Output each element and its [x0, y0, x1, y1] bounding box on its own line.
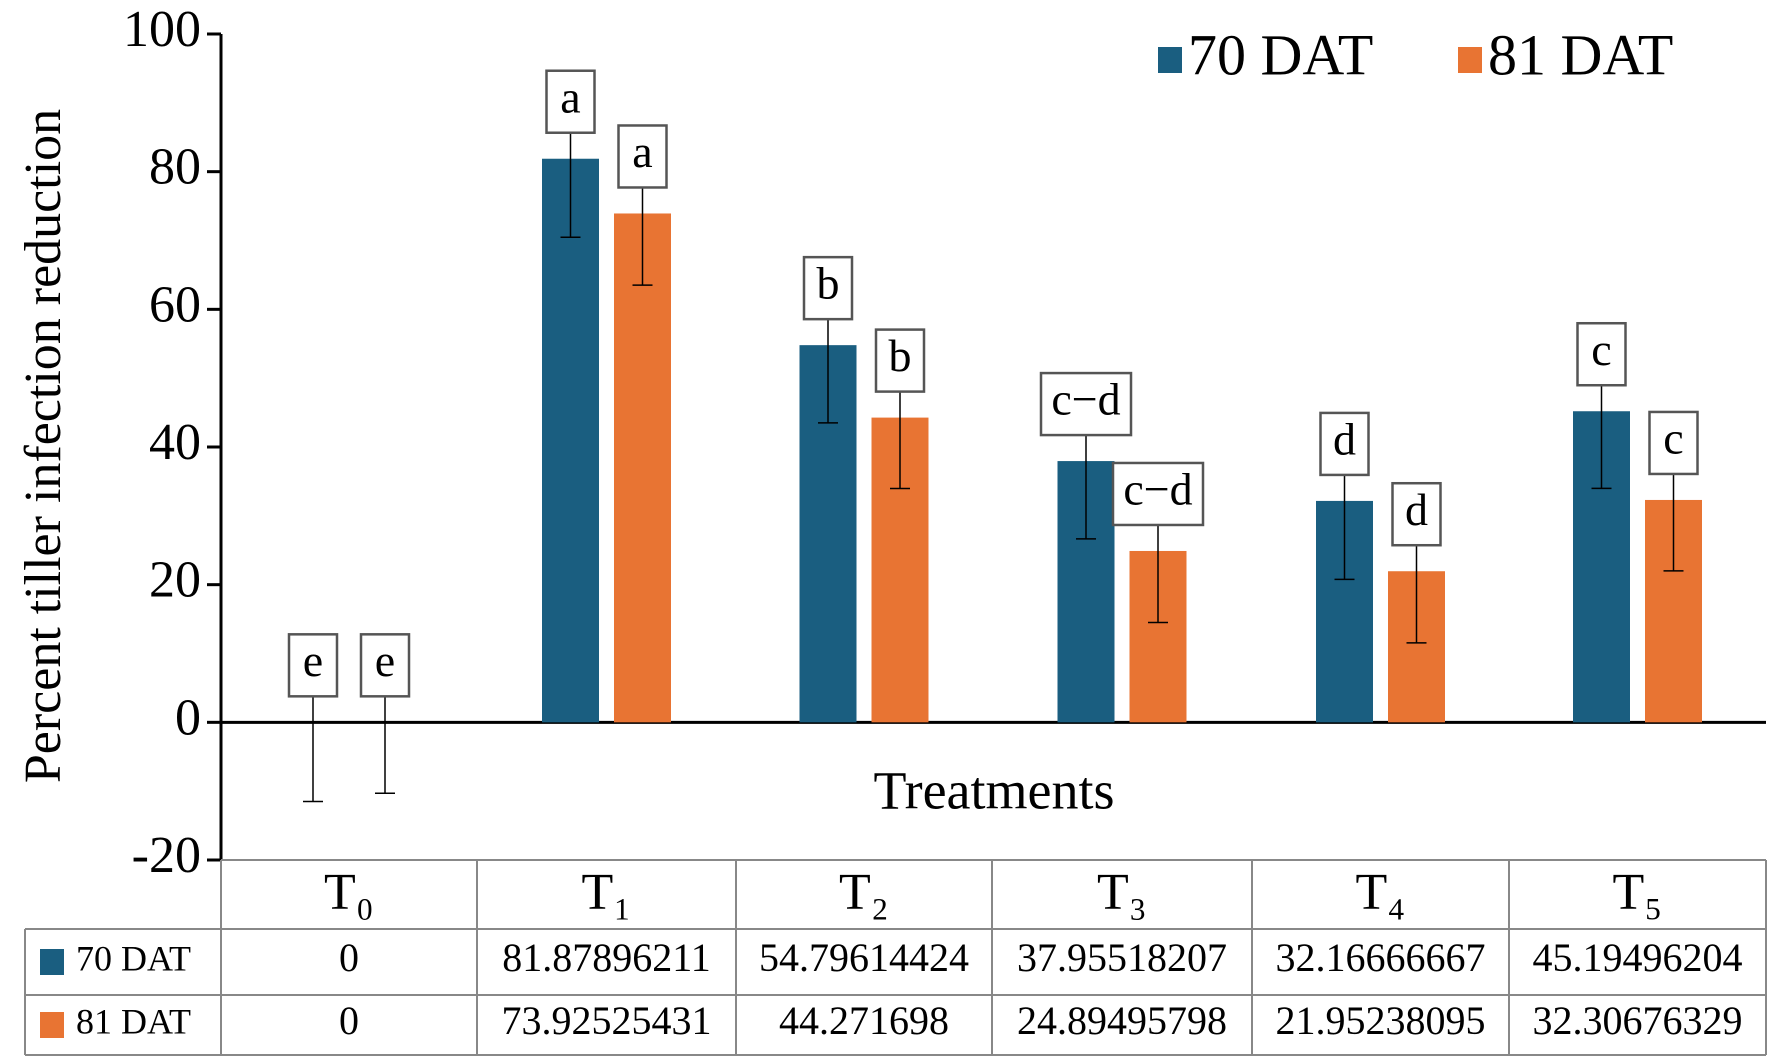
- table-row-label: 81 DAT: [76, 1001, 191, 1041]
- letter-box: [802, 255, 854, 321]
- x-tick-label: T₁: [582, 864, 632, 921]
- x-tick-label: T₄: [1356, 864, 1406, 921]
- letter-label: a: [560, 71, 580, 122]
- legend-swatch: [1458, 47, 1482, 73]
- letter-label: d: [1333, 413, 1356, 464]
- letter-label: c: [1591, 324, 1611, 375]
- table-cell: 54.79614424: [759, 935, 969, 980]
- table-row-label: 70 DAT: [76, 938, 191, 978]
- table-cell: 32.30676329: [1533, 998, 1743, 1043]
- y-tick-label: 0: [175, 689, 201, 746]
- letter-box: [1648, 410, 1699, 476]
- x-axis-label: Treatments: [874, 760, 1115, 820]
- letter-box: [1576, 321, 1627, 387]
- table-cell: 21.95238095: [1276, 998, 1486, 1043]
- letter-label: e: [375, 635, 395, 686]
- y-axis-label: Percent tiller infection reduction: [15, 109, 72, 783]
- letter-label: c−d: [1123, 464, 1192, 515]
- letter-box: [359, 633, 411, 698]
- x-tick-label: T₂: [839, 864, 889, 921]
- y-tick-label: 80: [149, 139, 201, 196]
- y-tick-label: 100: [123, 1, 201, 58]
- table-cell: 73.92525431: [502, 998, 712, 1043]
- letter-box: [1111, 461, 1205, 527]
- table-swatch: [40, 1012, 64, 1038]
- table-cell: 24.89495798: [1017, 998, 1227, 1043]
- letter-box: [1319, 411, 1370, 477]
- letter-label: c: [1663, 413, 1683, 464]
- letter-box: [287, 633, 339, 698]
- x-tick-label: T₀: [324, 864, 374, 921]
- legend-label: 81 DAT: [1488, 22, 1673, 87]
- letter-label: b: [817, 258, 840, 309]
- letter-label: e: [303, 635, 323, 686]
- x-tick-label: T₅: [1613, 864, 1663, 921]
- letter-box: [1391, 481, 1442, 547]
- letter-label: a: [632, 126, 652, 177]
- letter-box: [874, 328, 926, 393]
- table-cell: 32.16666667: [1276, 935, 1486, 980]
- bar: [614, 213, 671, 723]
- letter-box: [1039, 371, 1133, 437]
- y-tick-label: 20: [149, 552, 201, 609]
- table-swatch: [40, 949, 64, 975]
- bar: [542, 158, 599, 723]
- x-tick-label: T₃: [1097, 864, 1147, 921]
- letter-label: c−d: [1051, 374, 1120, 425]
- table-cell: 37.95518207: [1017, 935, 1227, 980]
- letter-box: [617, 124, 668, 189]
- y-tick-label: -20: [132, 827, 201, 884]
- table-cell: 0: [339, 998, 359, 1043]
- y-tick-label: 60: [149, 276, 201, 333]
- y-tick-label: 40: [149, 414, 201, 471]
- letter-label: b: [889, 330, 912, 381]
- legend-label: 70 DAT: [1188, 22, 1373, 87]
- letter-box: [545, 69, 596, 134]
- table-cell: 44.271698: [779, 998, 949, 1043]
- legend-swatch: [1158, 47, 1182, 73]
- table-cell: 0: [339, 935, 359, 980]
- letter-label: d: [1405, 484, 1428, 535]
- table-cell: 45.19496204: [1533, 935, 1743, 980]
- table-cell: 81.87896211: [502, 935, 711, 980]
